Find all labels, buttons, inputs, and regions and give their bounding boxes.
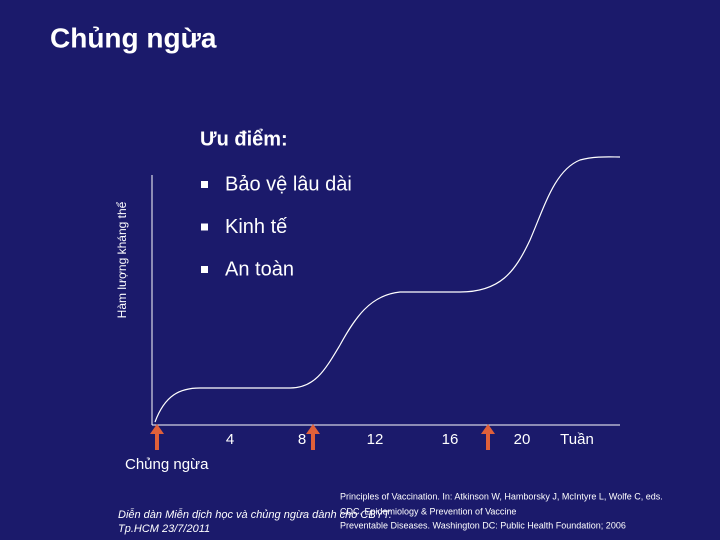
footer-right: Preventable Diseases. Washington DC: Pub… [340, 520, 626, 530]
y-axis-label: Hàm lượng kháng thể [115, 201, 129, 318]
x-tick-label: 8 [298, 431, 306, 448]
bullet-text: An toàn [225, 258, 294, 280]
bullet-marker [201, 181, 208, 188]
arrow [150, 424, 164, 450]
x-axis-label: Chủng ngừa [125, 456, 209, 473]
x-tick-label: 12 [367, 431, 384, 448]
x-tick-label: 20 [514, 431, 531, 448]
footer-left: Tp.HCM 23/7/2011 [118, 523, 210, 535]
footer-right: CDC. Epidemiology & Prevention of Vaccin… [340, 506, 516, 516]
antibody-curve [154, 156, 621, 423]
arrow [306, 424, 320, 450]
bullet-marker [201, 266, 208, 273]
x-tick-label: Tuần [560, 431, 594, 448]
vaccination-arrows [150, 424, 495, 450]
bullet-marker [201, 223, 208, 231]
footer-left: Diễn dàn Miễn dịch học và chủng ngừa dàn… [118, 508, 392, 521]
heading: Ưu điểm: [200, 128, 288, 150]
x-tick-label: 16 [442, 431, 459, 448]
slide-title: Chủng ngừa [50, 22, 217, 53]
bullet-text: Bảo vệ lâu dài [225, 173, 352, 195]
footer-right: Principles of Vaccination. In: Atkinson … [340, 491, 663, 501]
arrow [481, 424, 495, 450]
bullet-text: Kinh tế [225, 216, 287, 238]
x-tick-label: 4 [226, 431, 234, 448]
